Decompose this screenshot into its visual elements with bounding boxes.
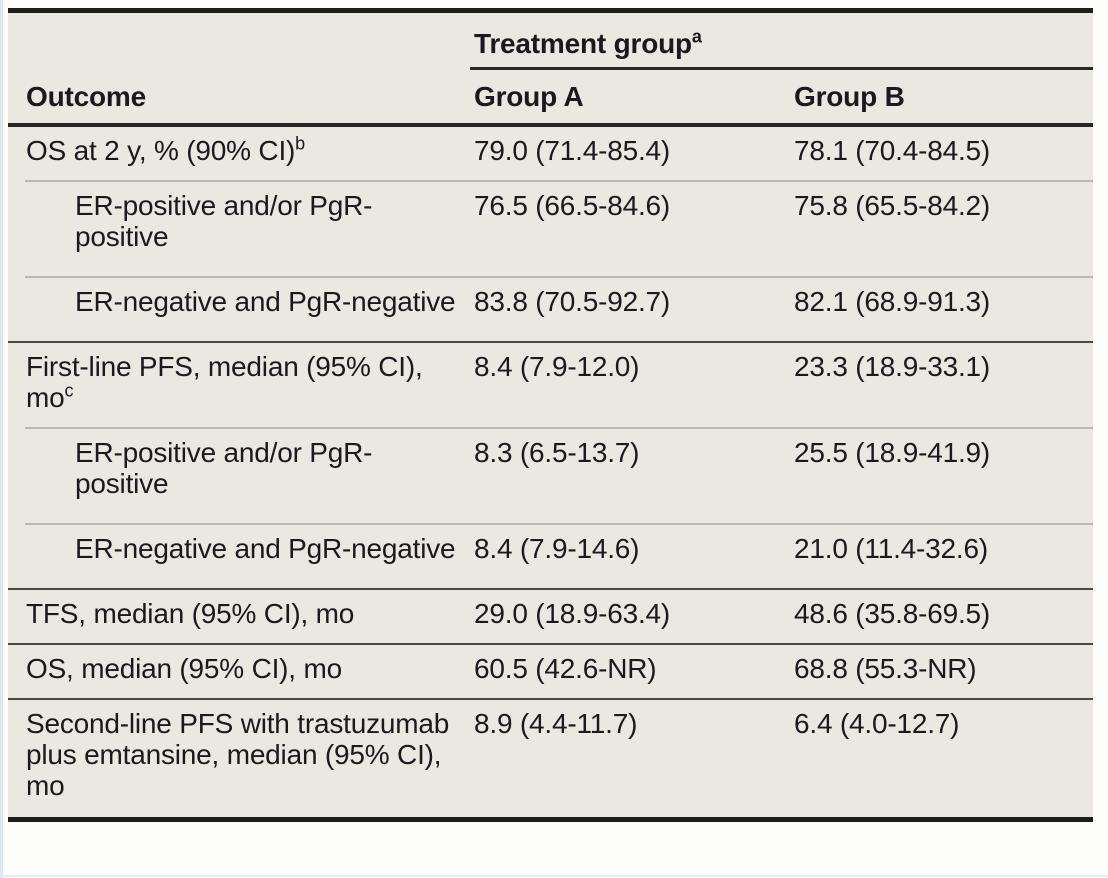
group-a-value: 8.4 (7.9-14.6): [470, 523, 790, 588]
outcomes-table: Treatment groupa Outcome Group A Group B…: [8, 8, 1093, 822]
group-b-value: 68.8 (55.3-NR): [790, 643, 1093, 698]
table-subrow: ER-positive and/or PgR-positive 76.5 (66…: [8, 180, 1093, 276]
group-a-value: 76.5 (66.5-84.6): [470, 180, 790, 276]
group-a-value: 8.3 (6.5-13.7): [470, 427, 790, 523]
outcome-label: ER-negative and PgR-negative: [75, 533, 456, 564]
group-a-value: 79.0 (71.4-85.4): [474, 135, 671, 166]
outcome-cell: ER-positive and/or PgR-positive: [8, 427, 470, 523]
outcome-label: ER-positive and/or PgR-positive: [75, 437, 373, 499]
outcome-cell: ER-negative and PgR-negative: [8, 276, 470, 341]
treatment-group-header-row: Treatment groupa: [8, 13, 1093, 70]
footnote-sup-b: b: [295, 133, 306, 154]
outcome-label: ER-negative and PgR-negative: [75, 286, 456, 317]
group-a-value: 8.4 (7.9-12.0): [470, 341, 790, 427]
outcome-label: TFS, median (95% CI), mo: [26, 598, 355, 629]
outcome-cell: ER-negative and PgR-negative: [8, 523, 470, 588]
bottom-edge-tint: [0, 875, 1108, 877]
table-row: Second-line PFS with trastuzumab plus em…: [8, 698, 1093, 817]
group-a-value: 60.5 (42.6-NR): [470, 643, 790, 698]
outcome-label: OS, median (95% CI), mo: [26, 653, 342, 684]
column-header-row: Outcome Group A Group B: [8, 70, 1093, 127]
outcome-column-header: Outcome: [8, 70, 470, 127]
group-b-column-header: Group B: [790, 70, 1093, 127]
header-spacer-cell: [8, 13, 470, 70]
group-b-value: 23.3 (18.9-33.1): [790, 341, 1093, 427]
table-subrow: ER-negative and PgR-negative 8.4 (7.9-14…: [8, 523, 1093, 588]
treatment-group-header-cell: Treatment groupa: [470, 13, 1093, 70]
group-a-column-header: Group A: [470, 70, 790, 127]
outcome-cell: ER-positive and/or PgR-positive: [8, 180, 470, 276]
table-subrow: ER-negative and PgR-negative 83.8 (70.5-…: [8, 276, 1093, 341]
table-row: TFS, median (95% CI), mo 29.0 (18.9-63.4…: [8, 588, 1093, 643]
group-b-value: 25.5 (18.9-41.9): [790, 427, 1093, 523]
group-a-value: 29.0 (18.9-63.4): [470, 588, 790, 643]
treatment-group-label: Treatment group: [474, 28, 692, 59]
table-row: OS at 2 y, % (90% CI)b 79.0 (71.4-85.4) …: [8, 127, 1093, 180]
outcome-cell: First-line PFS, median (95% CI), moc: [8, 341, 470, 427]
outcome-cell: TFS, median (95% CI), mo: [8, 588, 470, 643]
group-a-value: 83.8 (70.5-92.7): [470, 276, 790, 341]
table-row: First-line PFS, median (95% CI), moc 8.4…: [8, 341, 1093, 427]
group-b-value: 6.4 (4.0-12.7): [790, 698, 1093, 817]
outcome-cell: OS, median (95% CI), mo: [8, 643, 470, 698]
left-edge-tint: [0, 0, 3, 878]
group-b-value: 48.6 (35.8-69.5): [790, 588, 1093, 643]
group-b-value: 21.0 (11.4-32.6): [790, 523, 1093, 588]
footnote-sup-c: c: [64, 380, 74, 401]
outcome-label: OS at 2 y, % (90% CI): [26, 135, 296, 166]
outcome-label: Second-line PFS with trastuzumab plus em…: [26, 708, 450, 801]
group-a-value: 8.9 (4.4-11.7): [470, 698, 790, 817]
group-b-value: 78.1 (70.4-84.5): [794, 135, 991, 166]
outcome-cell: OS at 2 y, % (90% CI)b: [8, 127, 470, 180]
table-subrow: ER-positive and/or PgR-positive 8.3 (6.5…: [8, 427, 1093, 523]
group-b-value: 75.8 (65.5-84.2): [790, 180, 1093, 276]
group-b-value: 82.1 (68.9-91.3): [790, 276, 1093, 341]
table-row: OS, median (95% CI), mo 60.5 (42.6-NR) 6…: [8, 643, 1093, 698]
outcome-cell: Second-line PFS with trastuzumab plus em…: [8, 698, 470, 817]
outcome-label: First-line PFS, median (95% CI), mo: [26, 351, 423, 413]
footnote-sup-a: a: [691, 26, 702, 47]
outcome-label: ER-positive and/or PgR-positive: [75, 190, 373, 252]
